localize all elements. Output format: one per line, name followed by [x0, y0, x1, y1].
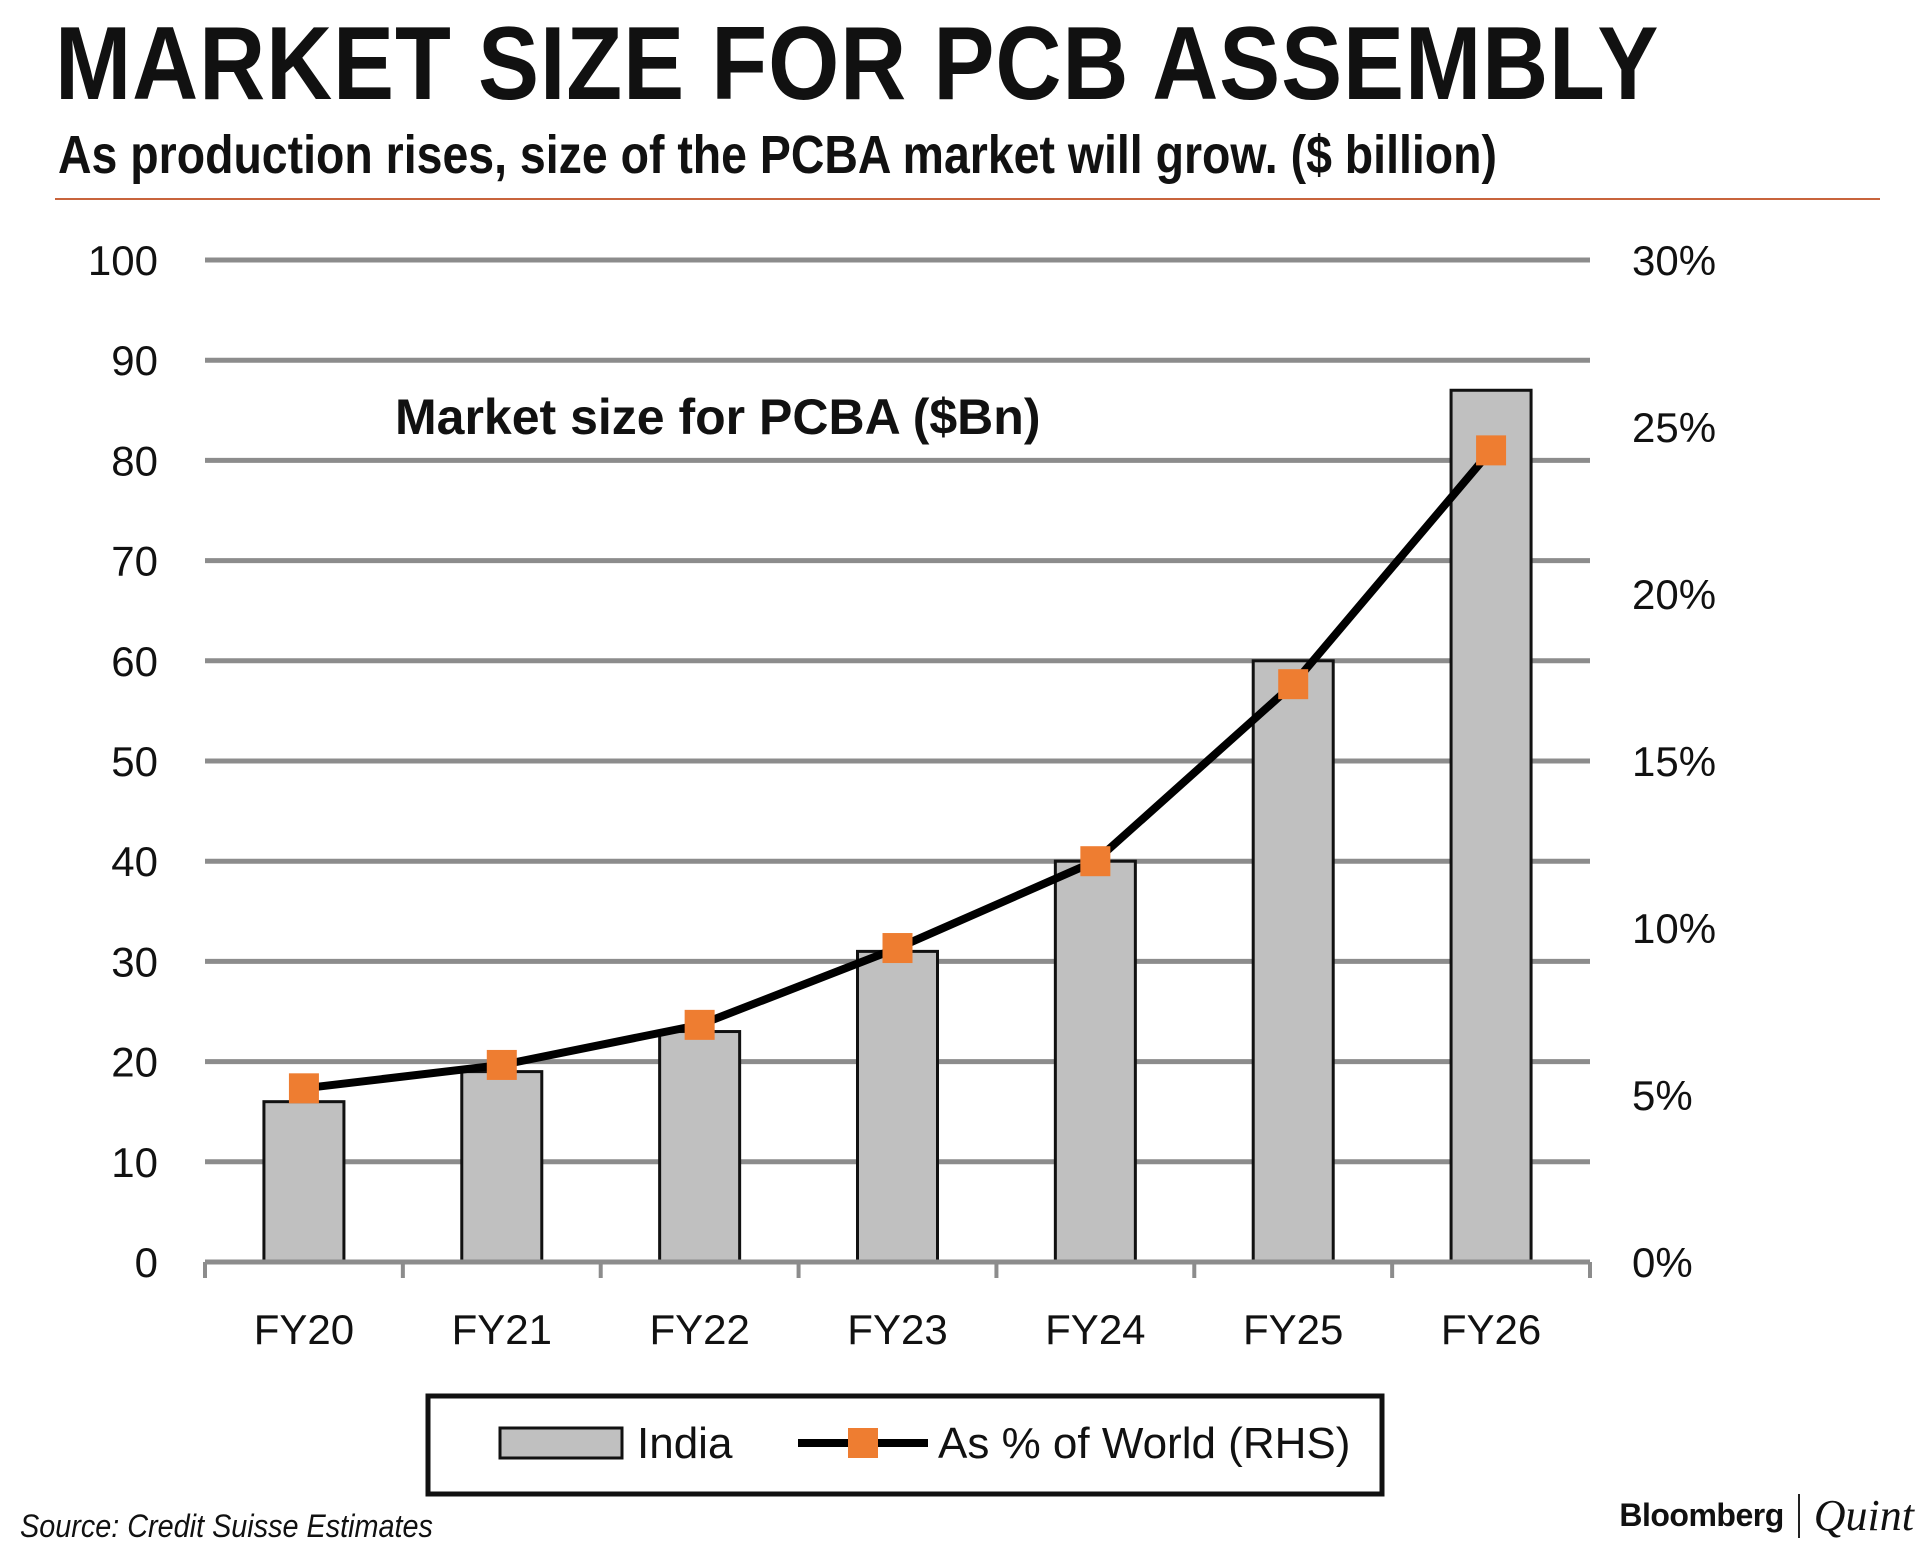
y-right-tick-label: 10% — [1632, 905, 1716, 952]
bar-fy25 — [1251, 659, 1335, 1264]
bar-fy20 — [262, 1100, 346, 1264]
y-left-tick-label: 10 — [111, 1139, 158, 1186]
marker-fy21 — [486, 1049, 517, 1080]
y-left-tick-label: 20 — [111, 1039, 158, 1086]
legend-swatch-india — [498, 1426, 624, 1460]
x-tick-label: FY22 — [649, 1306, 749, 1353]
x-tick-label: FY25 — [1243, 1306, 1343, 1353]
title-divider — [55, 198, 1880, 200]
y-right-tick-label: 30% — [1632, 237, 1716, 284]
x-tick-label: FY26 — [1441, 1306, 1541, 1353]
y-left-tick-label: 30 — [111, 938, 158, 985]
x-tick-label: FY20 — [254, 1306, 354, 1353]
marker-fy20 — [288, 1073, 319, 1104]
chart-annotation: Market size for PCBA ($Bn) — [395, 389, 1040, 445]
marker-fy23 — [882, 933, 913, 964]
brand-secondary: Quint — [1813, 1491, 1914, 1540]
y-right-tick-label: 25% — [1632, 404, 1716, 451]
brand-primary: Bloomberg — [1619, 1497, 1784, 1533]
y-right-tick-label: 0% — [1632, 1239, 1693, 1286]
legend-swatch-marker — [848, 1428, 878, 1458]
brand-logo: Bloomberg Quint — [1619, 1490, 1914, 1541]
legend-label-india: India — [637, 1419, 733, 1468]
bar-fy24 — [1053, 859, 1137, 1264]
marker-fy26 — [1476, 435, 1507, 466]
y-left-tick-label: 80 — [111, 437, 158, 484]
bar-fy26 — [1449, 388, 1533, 1264]
marker-fy22 — [684, 1009, 715, 1040]
source-note: Source: Credit Suisse Estimates — [20, 1508, 433, 1544]
x-tick-label: FY21 — [452, 1306, 552, 1353]
chart-subtitle: As production rises, size of the PCBA ma… — [58, 125, 1497, 185]
y-left-tick-label: 0 — [135, 1239, 158, 1286]
y-right-tick-label: 20% — [1632, 571, 1716, 618]
x-tick-label: FY23 — [847, 1306, 947, 1353]
bar-fy22 — [658, 1030, 742, 1264]
y-right-tick-label: 5% — [1632, 1072, 1693, 1119]
y-left-tick-label: 90 — [111, 337, 158, 384]
marker-fy24 — [1080, 846, 1111, 877]
y-left-tick-label: 60 — [111, 638, 158, 685]
bar-fy23 — [856, 949, 939, 1264]
legend-label-pct-world: As % of World (RHS) — [938, 1419, 1350, 1468]
bar-fy21 — [460, 1070, 544, 1264]
brand-separator — [1797, 1493, 1800, 1538]
x-tick-label: FY24 — [1045, 1306, 1145, 1353]
y-left-tick-label: 100 — [88, 237, 158, 284]
y-left-tick-label: 40 — [111, 838, 158, 885]
y-left-tick-label: 70 — [111, 538, 158, 585]
marker-fy25 — [1278, 669, 1309, 700]
chart-title: MARKET SIZE FOR PCB ASSEMBLY — [55, 6, 1660, 122]
y-left-tick-label: 50 — [111, 738, 158, 785]
y-right-tick-label: 15% — [1632, 738, 1716, 785]
